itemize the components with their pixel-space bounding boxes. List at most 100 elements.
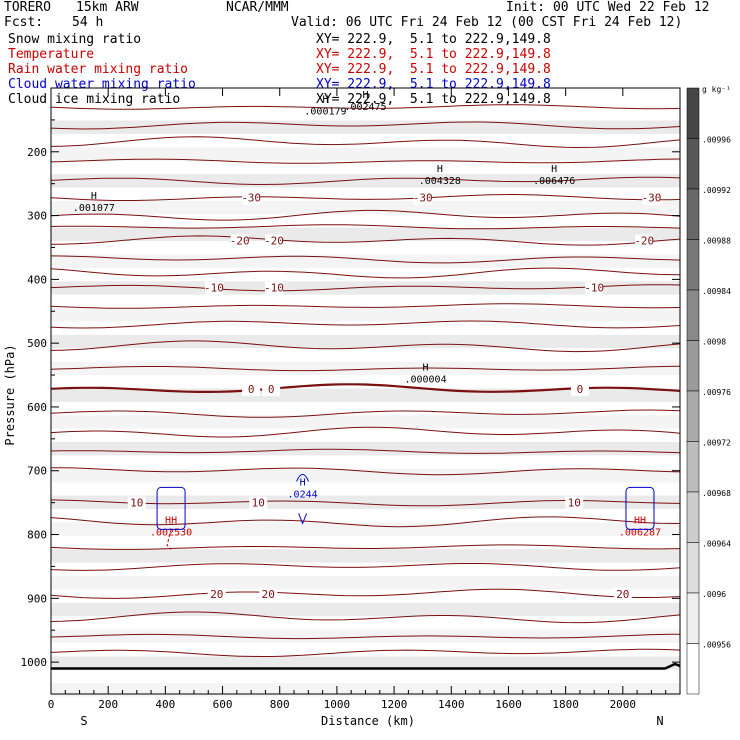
temperature-contour-line — [50, 611, 681, 624]
isotherm--20 — [50, 235, 681, 246]
extremum-value: .001077 — [73, 203, 115, 214]
x-tick-label: 1200 — [381, 698, 408, 711]
background-band — [51, 308, 680, 322]
isotherm-label: -10 — [204, 282, 224, 295]
isotherm-label: 20 — [262, 588, 275, 601]
temperature-contour-line — [50, 563, 681, 571]
extremum-marker: H — [362, 90, 368, 101]
y-tick-label: 400 — [27, 273, 47, 286]
isotherm-label: 0 — [577, 383, 584, 396]
temperature-contour-line — [50, 544, 681, 550]
temperature-contour-line — [50, 267, 681, 279]
colorbar-cell — [686, 491, 700, 543]
legend-xy-cloud-ice: XY= 222.9, 5.1 to 222.9,149.8 — [316, 92, 551, 107]
colorbar-tick-label: .00996 — [702, 136, 731, 145]
temperature-contour-line — [50, 426, 681, 438]
isotherm-label: 10 — [252, 497, 265, 510]
isotherm-label-bg — [642, 191, 661, 205]
isotherm-label: 20 — [210, 588, 223, 601]
colorbar-tick-label: .00956 — [702, 641, 731, 650]
extremum-marker: HH — [165, 516, 177, 527]
temperature-contour-line — [50, 104, 681, 110]
background-band — [51, 468, 680, 483]
y-tick-label: 700 — [27, 465, 47, 478]
temperature-contour-line — [50, 303, 681, 309]
background-band — [51, 575, 680, 590]
extremum-value: .006287 — [619, 528, 661, 539]
colorbar-cell — [686, 188, 700, 240]
colorbar-tick-label: .00972 — [702, 439, 731, 448]
legend-xy-rain: XY= 222.9, 5.1 to 222.9,149.8 — [316, 62, 551, 77]
legend-label-cloud-ice: Cloud ice mixing ratio — [8, 92, 181, 107]
rain-water-contour — [166, 529, 172, 550]
y-tick-label: 1000 — [21, 656, 48, 669]
extremum-marker: H — [91, 191, 97, 202]
legend-label-snow: Snow mixing ratio — [8, 32, 142, 47]
colorbar-cell — [686, 340, 700, 392]
isotherm-label-bg — [262, 383, 281, 397]
background-band — [51, 629, 680, 643]
isotherm-label-bg — [230, 234, 249, 248]
cloud-water-contour — [625, 486, 655, 530]
temperature-contour-line — [50, 409, 681, 418]
colorbar-tick-label: .00976 — [702, 388, 731, 397]
colorbar-cell — [686, 542, 700, 594]
colorbar-cell — [686, 643, 700, 695]
colorbar-tick-label: .0096 — [702, 590, 726, 599]
extremum-value: .002475 — [344, 102, 386, 113]
background-band — [51, 495, 680, 510]
isotherm-label-bg — [242, 191, 261, 205]
extremum-value: .004328 — [419, 176, 461, 187]
y-tick-label: 600 — [27, 401, 47, 414]
temperature-contour-line — [50, 648, 681, 657]
isotherm-label-bg — [565, 496, 584, 510]
temperature-contour-line — [50, 255, 681, 264]
isotherm-label-bg — [570, 383, 589, 397]
isotherm-label: -30 — [413, 192, 433, 205]
colorbar-tick-label: .00988 — [702, 237, 731, 246]
extremum-value: .000004 — [404, 375, 446, 386]
x-axis-label: Distance (km) — [321, 714, 415, 728]
legend-xy-snow: XY= 222.9, 5.1 to 222.9,149.8 — [316, 32, 551, 47]
temperature-contour-line — [50, 516, 681, 528]
x-tick-label: 1600 — [495, 698, 522, 711]
model-center: NCAR/MMM — [226, 0, 289, 15]
background-band — [51, 147, 680, 161]
isotherm-label: 20 — [616, 588, 629, 601]
extremum-marker: H — [300, 477, 306, 488]
isotherm-label-bg — [613, 587, 632, 601]
extremum-marker: H — [423, 363, 429, 374]
cloud-water-contour — [296, 473, 310, 482]
legend-xy-temperature: XY= 222.9, 5.1 to 222.9,149.8 — [316, 47, 551, 62]
isotherm-label: -10 — [584, 282, 604, 295]
background-band — [51, 254, 680, 268]
model-resolution: 15km ARW — [76, 0, 139, 15]
background-band — [51, 442, 680, 456]
background-band — [51, 227, 680, 242]
background-band — [51, 334, 680, 349]
isotherm-label-bg — [265, 281, 284, 295]
endpoint-south-label: S — [80, 714, 87, 728]
temperature-contour-line — [50, 365, 681, 372]
extremum-marker: H — [322, 95, 328, 106]
y-tick-label: 800 — [27, 529, 47, 542]
isotherm-label: -30 — [641, 192, 661, 205]
isotherm-label-bg — [259, 587, 278, 601]
temperature-contour-line — [50, 633, 681, 640]
ground-surface-line — [51, 662, 681, 670]
legend-label-temperature: Temperature — [8, 47, 95, 62]
isotherm-label-bg — [242, 383, 261, 397]
temperature-contour-line — [50, 136, 681, 149]
colorbar-cell — [686, 390, 700, 442]
background-band — [51, 174, 680, 188]
init-time: Init: 00 UTC Wed 22 Feb 12 — [506, 0, 710, 15]
forecast-hour: 54 h — [72, 15, 104, 30]
y-tick-label: 500 — [27, 337, 47, 350]
cloud-water-contour — [298, 513, 308, 525]
extremum-marker: H — [551, 164, 557, 175]
isotherm-label-bg — [413, 191, 432, 205]
model-name: TORERO — [4, 0, 51, 15]
background-band — [51, 656, 680, 670]
y-tick-label: 300 — [27, 210, 47, 223]
